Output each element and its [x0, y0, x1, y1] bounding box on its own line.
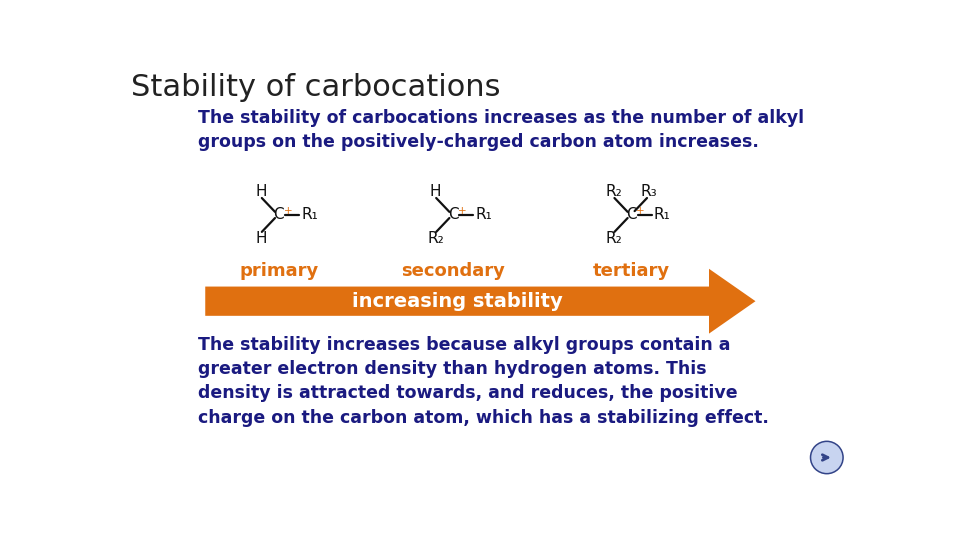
- Text: primary: primary: [239, 262, 319, 280]
- Text: C: C: [448, 207, 459, 222]
- Text: R₂: R₂: [606, 231, 622, 246]
- Text: +: +: [458, 206, 467, 216]
- Text: Stability of carbocations: Stability of carbocations: [131, 72, 500, 102]
- Text: The stability of carbocations increases as the number of alkyl
groups on the pos: The stability of carbocations increases …: [198, 110, 804, 151]
- Polygon shape: [205, 269, 756, 334]
- Text: R₂: R₂: [606, 184, 622, 199]
- Text: tertiary: tertiary: [593, 262, 670, 280]
- Text: R₁: R₁: [654, 207, 671, 222]
- Text: +: +: [636, 206, 645, 216]
- Text: H: H: [430, 184, 442, 199]
- Text: R₂: R₂: [427, 231, 444, 246]
- Text: C: C: [626, 207, 636, 222]
- Circle shape: [811, 442, 842, 473]
- Text: R₁: R₁: [301, 207, 318, 222]
- Text: R₃: R₃: [640, 184, 657, 199]
- Text: increasing stability: increasing stability: [351, 292, 563, 310]
- Text: The stability increases because alkyl groups contain a
greater electron density : The stability increases because alkyl gr…: [198, 336, 768, 427]
- Text: +: +: [283, 206, 292, 216]
- Text: secondary: secondary: [401, 262, 505, 280]
- Text: H: H: [255, 184, 267, 199]
- Text: R₁: R₁: [476, 207, 492, 222]
- Circle shape: [809, 441, 844, 475]
- Text: H: H: [255, 231, 267, 246]
- Text: C: C: [274, 207, 284, 222]
